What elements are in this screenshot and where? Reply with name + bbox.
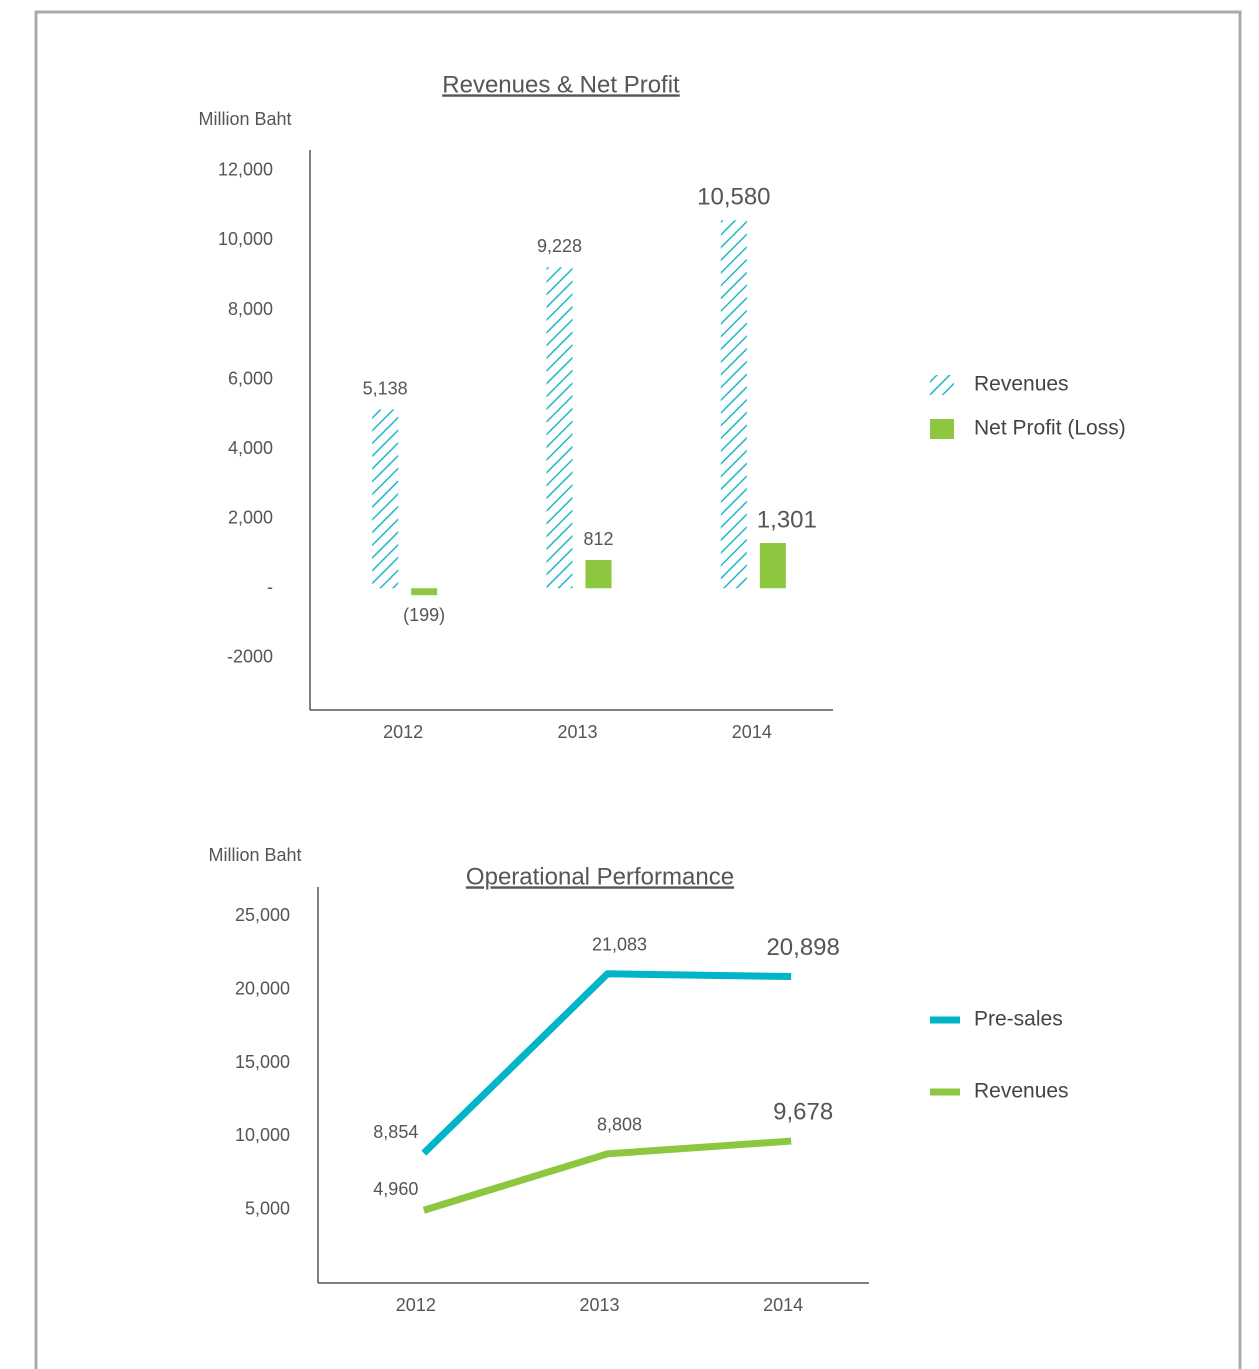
x-tick-label: 2014: [763, 1295, 803, 1315]
legend-label: Net Profit (Loss): [974, 417, 1126, 440]
y-tick-label: 10,000: [235, 1125, 290, 1145]
bar: [759, 543, 786, 589]
legend-swatch: [930, 375, 954, 395]
data-label: (199): [403, 605, 445, 625]
data-label: 8,854: [373, 1122, 418, 1142]
y-tick-label: 2,000: [228, 507, 273, 527]
y-axis-label: Million Baht: [208, 845, 301, 865]
data-label: 4,960: [373, 1179, 418, 1199]
y-tick-label: 25,000: [235, 905, 290, 925]
y-tick-label: 4,000: [228, 438, 273, 458]
y-axis-label: Million Baht: [198, 109, 291, 129]
data-label: 812: [583, 529, 613, 549]
data-label: 9,228: [537, 236, 582, 256]
y-tick-label: 5,000: [245, 1198, 290, 1218]
y-tick-label: 15,000: [235, 1052, 290, 1072]
bar: [411, 588, 438, 596]
legend-label: Pre-sales: [974, 1008, 1063, 1031]
line: [421, 970, 792, 1156]
x-tick-label: 2014: [732, 722, 772, 742]
bar: [546, 267, 573, 589]
chart-title: Revenues & Net Profit: [442, 71, 680, 98]
y-tick-label: 10,000: [218, 229, 273, 249]
x-tick-label: 2012: [396, 1295, 436, 1315]
y-tick-label: -2000: [227, 647, 273, 667]
bar: [372, 409, 399, 589]
frame: [34, 10, 1242, 1369]
data-label: 10,580: [697, 184, 770, 211]
y-tick-label: 8,000: [228, 299, 273, 319]
line: [422, 1137, 792, 1214]
x-tick-label: 2013: [579, 1295, 619, 1315]
bar: [585, 560, 612, 589]
y-tick-label: 6,000: [228, 368, 273, 388]
legend-label: Revenues: [974, 1080, 1069, 1103]
y-tick-label: 12,000: [218, 160, 273, 180]
y-tick-label: 20,000: [235, 978, 290, 998]
data-label: 20,898: [766, 934, 839, 961]
data-label: 21,083: [592, 935, 647, 955]
chart-title: Operational Performance: [466, 863, 734, 890]
data-label: 5,138: [363, 378, 408, 398]
data-label: 8,808: [597, 1115, 642, 1135]
legend-label: Revenues: [974, 373, 1069, 396]
data-label: 1,301: [757, 506, 817, 533]
bar: [720, 220, 747, 589]
y-tick-label: -: [267, 577, 273, 597]
legend-swatch: [930, 419, 954, 439]
x-tick-label: 2012: [383, 722, 423, 742]
data-label: 9,678: [773, 1098, 833, 1125]
x-tick-label: 2013: [557, 722, 597, 742]
